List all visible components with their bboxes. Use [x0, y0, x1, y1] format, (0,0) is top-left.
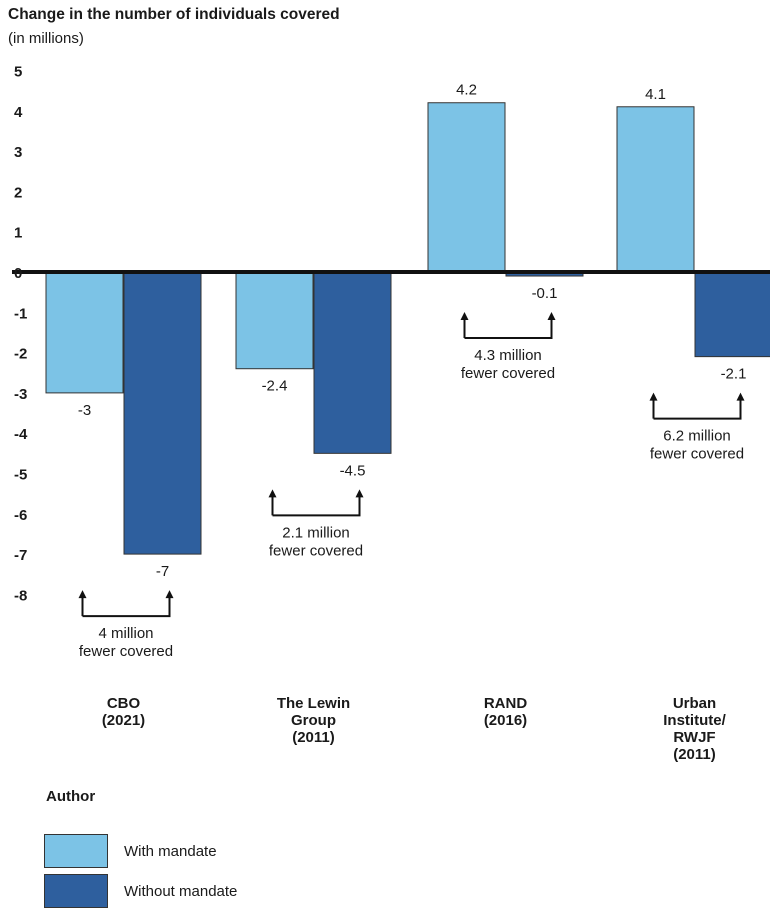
category-label: CBO — [107, 695, 141, 712]
y-tick-label: -3 — [14, 386, 27, 403]
chart-subtitle: (in millions) — [8, 30, 84, 47]
annotation-bracket — [271, 495, 361, 517]
category-label: (2011) — [292, 729, 335, 746]
legend-title: Author — [46, 788, 96, 805]
legend-label-without-mandate: Without mandate — [124, 882, 238, 900]
bar — [694, 271, 770, 358]
chart-title: Change in the number of individuals cove… — [8, 6, 340, 23]
category-label: RWJF — [673, 729, 715, 746]
annotation-arrowhead — [736, 392, 745, 401]
y-tick-label: 5 — [14, 64, 22, 81]
annotation-text: fewer covered — [650, 446, 744, 463]
legend-swatch-with-mandate — [44, 834, 108, 868]
annotation-arrowhead — [460, 312, 469, 321]
annotation-arrowhead — [165, 590, 174, 599]
annotation-arrowhead — [268, 489, 277, 498]
y-tick-label: -7 — [14, 547, 27, 564]
annotation-text: fewer covered — [79, 643, 173, 660]
bar — [45, 271, 124, 394]
annotation-arrowhead — [547, 312, 556, 321]
y-tick-label: 3 — [14, 144, 22, 161]
value-label: -0.1 — [532, 285, 558, 302]
category-label: (2016) — [484, 712, 527, 729]
value-label: -4.5 — [340, 462, 366, 479]
category-label: The Lewin — [277, 695, 350, 712]
bar — [616, 106, 695, 273]
y-tick-label: -8 — [14, 587, 27, 604]
annotation-text: 2.1 million — [282, 524, 350, 541]
y-tick-label: -2 — [14, 346, 27, 363]
annotation-text: 4.3 million — [474, 347, 542, 364]
value-label: -3 — [78, 402, 91, 419]
bar — [235, 271, 314, 370]
legend-item-with-mandate: With mandate — [44, 834, 217, 868]
bar — [123, 271, 202, 555]
value-labels: -3 -2.4 4.2 4.1 -7 -4.5 -0.1 -2.1 — [78, 82, 747, 580]
legend-item-without-mandate: Without mandate — [44, 874, 237, 908]
category-label: Institute/ — [663, 712, 726, 729]
annotation-text: 6.2 million — [663, 428, 731, 445]
bar — [313, 271, 392, 454]
legend-label-with-mandate: With mandate — [124, 842, 217, 860]
bar — [427, 102, 506, 273]
value-label: 4.1 — [645, 86, 666, 103]
annotation-text: fewer covered — [269, 542, 363, 559]
annotation-arrowhead — [78, 590, 87, 599]
annotation-text: fewer covered — [461, 365, 555, 382]
annotation-arrowhead — [355, 489, 364, 498]
y-tick-label: -4 — [14, 426, 28, 443]
value-label: 4.2 — [456, 82, 477, 99]
annotation-bracket — [463, 318, 553, 340]
y-tick-label: 4 — [14, 104, 23, 121]
legend-swatch-without-mandate — [44, 874, 108, 908]
annotation-arrowhead — [649, 392, 658, 401]
y-tick-label: -5 — [14, 467, 27, 484]
annotation-text: 4 million — [98, 625, 153, 642]
y-tick-label: 2 — [14, 184, 22, 201]
bars-group — [45, 102, 770, 555]
category-label: Urban — [673, 695, 716, 712]
category-label: (2021) — [102, 712, 145, 729]
annotation-bracket — [81, 596, 171, 618]
category-label: (2011) — [673, 746, 716, 763]
y-tick-label: -1 — [14, 305, 27, 322]
y-tick-label: 1 — [14, 225, 22, 242]
annotation-bracket — [652, 398, 742, 420]
y-tick-label: 0 — [14, 265, 22, 282]
y-tick-labels: 5 4 3 2 1 0 -1 -2 -3 -4 -5 -6 -7 -8 — [14, 64, 28, 605]
value-label: -2.1 — [721, 366, 747, 383]
category-labels: CBO(2021)The LewinGroup(2011)RAND(2016)U… — [102, 695, 727, 763]
value-label: -7 — [156, 563, 169, 580]
value-label: -2.4 — [262, 378, 288, 395]
y-tick-label: -6 — [14, 507, 27, 524]
category-label: Group — [291, 712, 336, 729]
category-label: RAND — [484, 695, 527, 712]
